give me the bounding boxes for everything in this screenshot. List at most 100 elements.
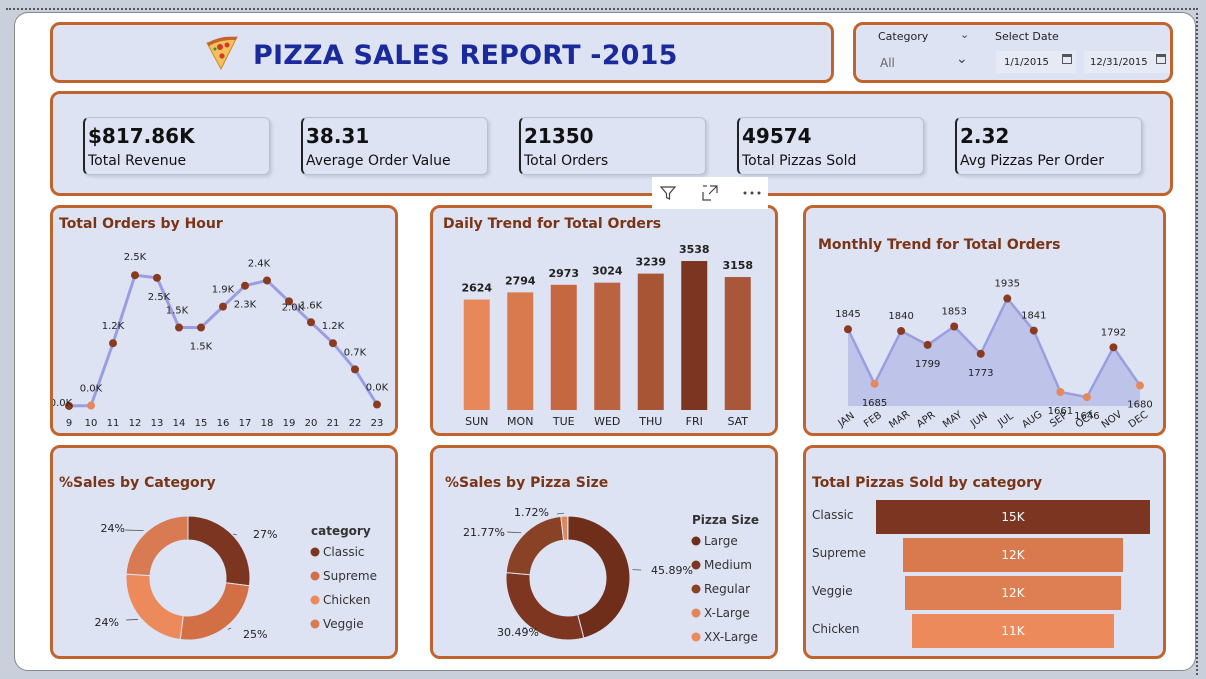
data-label: 2624 [461, 282, 492, 295]
data-point [153, 273, 161, 282]
x-tick-label: 13 [151, 418, 164, 429]
more-options-icon[interactable] [736, 177, 768, 209]
category-donut-chart: 27% 25% 24% 24% category Classic Supreme Chicke… [95, 515, 377, 641]
x-tick-label: 12 [129, 418, 142, 429]
data-label: 1.2K [322, 321, 345, 332]
kpi-value: 21350 [524, 124, 594, 148]
legend-label: Classic [323, 545, 365, 559]
category-filter-label: Category [878, 30, 929, 43]
kpi-value: $817.86K [88, 124, 195, 148]
leader-line [227, 627, 232, 630]
legend-marker [691, 536, 701, 546]
daily-chart-card[interactable]: Daily Trend for Total Orders 2624 SUN 2794… [430, 205, 778, 436]
kpi-average-order-value[interactable]: 38.31 Average Order Value [301, 117, 488, 175]
data-label: 1841 [1021, 311, 1046, 322]
x-tick-label: 21 [327, 418, 340, 429]
data-point [897, 326, 906, 335]
calendar-icon[interactable] [1156, 54, 1166, 64]
funnel-bar [903, 538, 1123, 572]
x-tick-label: 23 [371, 418, 384, 429]
data-label: 2.5K [124, 252, 147, 263]
pizzas-funnel-chart: 15K Classic 12K Supreme 12K Veggie 11K Chicken [812, 500, 1150, 648]
chart-title: Daily Trend for Total Orders [443, 216, 662, 232]
x-tick-label: JAN [836, 411, 857, 430]
kpi-label: Total Orders [524, 153, 609, 169]
legend-label: Chicken [323, 593, 370, 607]
leader-line [232, 533, 237, 536]
kpi-total-pizzas-sold[interactable]: 49574 Total Pizzas Sold [737, 117, 924, 175]
data-label: 1935 [995, 279, 1020, 290]
calendar-icon[interactable] [1062, 54, 1072, 64]
data-label: 3024 [592, 265, 623, 278]
chevron-down-icon[interactable]: ⌄ [960, 28, 970, 41]
legend-label: Regular [704, 582, 750, 596]
end-date-input[interactable]: 12/31/2015 [1084, 51, 1170, 73]
legend-label: X-Large [704, 606, 750, 620]
kpi-value: 38.31 [306, 124, 370, 148]
x-tick-label: 14 [173, 418, 186, 429]
size-donut-card[interactable]: %Sales by Pizza Size 45.89% 30.49% 21.77% 1… [430, 445, 778, 659]
legend-label: Medium [704, 558, 752, 572]
legend-title: category [311, 524, 371, 538]
x-tick-label: 9 [66, 418, 72, 429]
x-tick-label: 10 [85, 418, 98, 429]
date-filter-label: Select Date [995, 30, 1059, 43]
data-point [1082, 393, 1091, 402]
hourly-chart-card[interactable]: Total Orders by Hour 0.0K 9 0.0K 10 1.2K 11 2.… [50, 205, 398, 436]
legend-marker [691, 584, 701, 594]
data-point [109, 339, 117, 348]
bar [550, 284, 577, 410]
data-label: 2.5K [148, 292, 171, 303]
kpi-value: 2.32 [960, 124, 1010, 148]
data-point [87, 401, 95, 410]
category-label: Veggie [812, 584, 853, 598]
legend-label: XX-Large [704, 630, 758, 644]
data-label: 0.0K [53, 398, 73, 409]
data-label: 1.72% [514, 506, 549, 519]
data-point [175, 323, 183, 332]
data-label: 2794 [505, 274, 536, 287]
leader-line [125, 619, 138, 621]
x-tick-label: APR [915, 410, 938, 430]
category-dropdown-value: All [880, 56, 895, 70]
data-point [241, 281, 249, 290]
data-label: 12K [1001, 586, 1025, 600]
bar [594, 282, 621, 410]
data-label: 2.3K [234, 300, 257, 311]
x-tick-label: JUL [995, 411, 1015, 430]
x-tick-label: 19 [283, 418, 296, 429]
kpi-card: $817.86K Total Revenue 38.31 Average Ord… [50, 91, 1173, 196]
x-tick-label: MAY [941, 409, 965, 430]
kpi-avg-pizzas-per-order[interactable]: 2.32 Avg Pizzas Per Order [955, 117, 1142, 175]
size-donut-chart: 45.89% 30.49% 21.77% 1.72% Pizza Size Large Me… [463, 506, 759, 644]
data-label: 25% [243, 628, 267, 641]
data-label: 2973 [548, 267, 579, 280]
hourly-line-chart: 0.0K 9 0.0K 10 1.2K 11 2.5K 12 2.5K 13 1.5K 14 1.5K 1… [53, 252, 389, 429]
x-tick-label: 18 [261, 418, 274, 429]
data-point [923, 340, 932, 349]
data-label: 45.89% [651, 564, 693, 577]
data-point [351, 365, 359, 374]
donut-slice [567, 515, 631, 639]
x-tick-label: MAR [887, 409, 912, 431]
legend-marker [310, 619, 320, 629]
monthly-chart-card[interactable]: Monthly Trend for Total Orders 1845 JAN 16… [803, 205, 1166, 436]
focus-mode-icon[interactable] [694, 177, 726, 209]
kpi-total-revenue[interactable]: $817.86K Total Revenue [83, 117, 270, 175]
data-label: 1.6K [300, 300, 323, 311]
x-tick-label: MON [507, 415, 533, 428]
filter-icon[interactable] [652, 177, 684, 209]
leader-line [124, 529, 144, 532]
category-dropdown[interactable]: All ⌄ [874, 51, 974, 73]
x-tick-label: SAT [727, 415, 748, 428]
x-tick-label: WED [594, 415, 620, 428]
chart-title: Total Orders by Hour [59, 216, 223, 232]
data-label: 1.2K [102, 321, 125, 332]
data-label: 27% [253, 528, 277, 541]
start-date-input[interactable]: 1/1/2015 [996, 51, 1076, 73]
category-label: Classic [812, 508, 854, 522]
kpi-total-orders[interactable]: 21350 Total Orders [519, 117, 706, 175]
funnel-chart-card[interactable]: Total Pizzas Sold by category 15K Classic… [803, 445, 1166, 659]
data-label: 1840 [888, 311, 913, 322]
category-donut-card[interactable]: %Sales by Category 27% 25% 24% 24% category C… [50, 445, 398, 659]
